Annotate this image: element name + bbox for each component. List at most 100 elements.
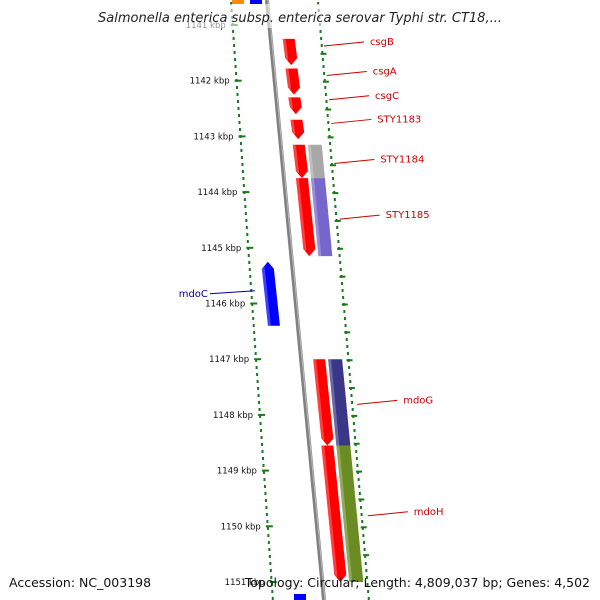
cog-shine-STY1185 [310, 178, 322, 257]
inner-ring-dot [232, 37, 235, 40]
gene-label-csgB: csgB [370, 37, 394, 48]
kbp-tick [265, 525, 273, 528]
inner-ring-dot [250, 296, 253, 299]
outer-ring-dot [321, 58, 324, 61]
outer-ring-dot [363, 548, 366, 551]
outer-ring-tick [329, 164, 336, 167]
inner-ring-dot [268, 548, 271, 551]
inner-ring-dot [254, 352, 257, 355]
outer-ring-dot [336, 226, 339, 229]
gene-label-csgC: csgC [375, 91, 399, 102]
outer-ring-dot [319, 30, 322, 33]
outer-ring-dot [338, 254, 341, 257]
outer-ring-dot [330, 156, 333, 159]
edge-feature-blue-bottom [294, 594, 306, 600]
inner-ring-dot [251, 310, 254, 313]
kbp-tick [238, 135, 246, 138]
inner-ring-dot [244, 212, 247, 215]
outer-ring-dot [346, 345, 349, 348]
leader-mdoG [357, 399, 398, 405]
kbp-tick-label: 1145 kbp [201, 244, 241, 254]
outer-ring-dot [357, 478, 360, 481]
outer-ring-dot [367, 597, 370, 600]
gene-label-csgA: csgA [373, 67, 397, 78]
cds-csgA [285, 68, 300, 95]
inner-ring-dot [269, 562, 272, 565]
inner-ring-dot [270, 576, 273, 579]
inner-ring-dot [235, 72, 238, 75]
cog-shine-mdoH [336, 445, 353, 582]
kbp-tick [242, 191, 250, 194]
inner-ring-dot [265, 513, 268, 516]
leader-STY1184 [334, 158, 375, 164]
inner-ring-dot [253, 338, 256, 341]
outer-ring-dot [339, 268, 342, 271]
inner-ring-dot [248, 268, 251, 271]
outer-ring-tick [341, 303, 348, 306]
outer-ring-dot [339, 261, 342, 264]
leader-csgB [323, 41, 364, 47]
outer-ring-dot [348, 366, 351, 369]
outer-ring-tick [339, 275, 346, 278]
inner-ring-dot [238, 121, 241, 124]
cog-shine-STY1184 [307, 144, 314, 179]
outer-ring-dot [343, 317, 346, 320]
inner-ring-dot [249, 282, 252, 285]
inner-ring-dot [246, 233, 249, 236]
outer-ring-dot [362, 534, 365, 537]
leader-STY1183 [331, 118, 372, 124]
cds-shine-mdoC [261, 261, 271, 326]
cds-STY1185 [295, 178, 316, 257]
cds-shine-mdoH [321, 445, 338, 582]
outer-ring-dot [350, 394, 353, 397]
outer-ring-dot [334, 205, 337, 208]
inner-ring-dot [271, 597, 274, 600]
cog-shine-mdoG [328, 359, 340, 446]
outer-ring-dot [317, 2, 320, 5]
outer-ring-tick [325, 108, 332, 111]
outer-ring-dot [320, 37, 323, 40]
outer-ring-dot [359, 499, 362, 502]
outer-ring-tick [351, 414, 358, 417]
inner-ring-dot [240, 149, 243, 152]
outer-ring-dot [351, 401, 354, 404]
inner-ring-dot [242, 184, 245, 187]
leader-mdoH [367, 511, 408, 517]
inner-ring-dot [247, 254, 250, 257]
gene-label-layer: csgB csgA csgC STY1183 STY1184 STY1185 mdoC mdo… [179, 37, 444, 518]
inner-ring-dot [245, 219, 248, 222]
kbp-tick [234, 79, 242, 82]
inner-ring-dot [245, 226, 248, 229]
inner-ring-dot [266, 520, 269, 523]
outer-ring-dot [353, 429, 356, 432]
kbp-tick [261, 469, 269, 472]
inner-ring-dot [266, 527, 269, 530]
outer-ring-dot [322, 65, 325, 68]
gene-label-mdoH: mdoH [414, 507, 444, 518]
outer-ring-dot [354, 436, 357, 439]
inner-ring-dot [238, 128, 241, 131]
outer-ring-dot [326, 107, 329, 110]
outer-ring-dot [365, 569, 368, 572]
inner-ring-dot [246, 240, 249, 243]
outer-ring-dot [362, 541, 365, 544]
cds-shine-csgA [285, 68, 291, 95]
outer-ring-dot [335, 212, 338, 215]
outer-ring-dot [360, 513, 363, 516]
outer-ring-dot [324, 86, 327, 89]
inner-ring-dot [260, 436, 263, 439]
inner-ring-dot [267, 534, 270, 537]
topology-summary: Topology: Circular; Length: 4,809,037 bp… [244, 575, 590, 590]
cog-STY1185 [310, 178, 333, 257]
cds-shine-STY1184 [292, 144, 299, 179]
genome-backbone-highlight [267, 0, 326, 600]
outer-ring-dot [348, 373, 351, 376]
cog-mdoH [336, 445, 364, 582]
inner-ring-dot [234, 65, 237, 68]
inner-ring-dot [234, 58, 237, 61]
outer-ring-tick [320, 52, 327, 55]
inner-ring-dot [243, 198, 246, 201]
inner-ring-dot [237, 114, 240, 117]
outer-ring-dot [360, 506, 363, 509]
inner-ring-dot [257, 394, 260, 397]
